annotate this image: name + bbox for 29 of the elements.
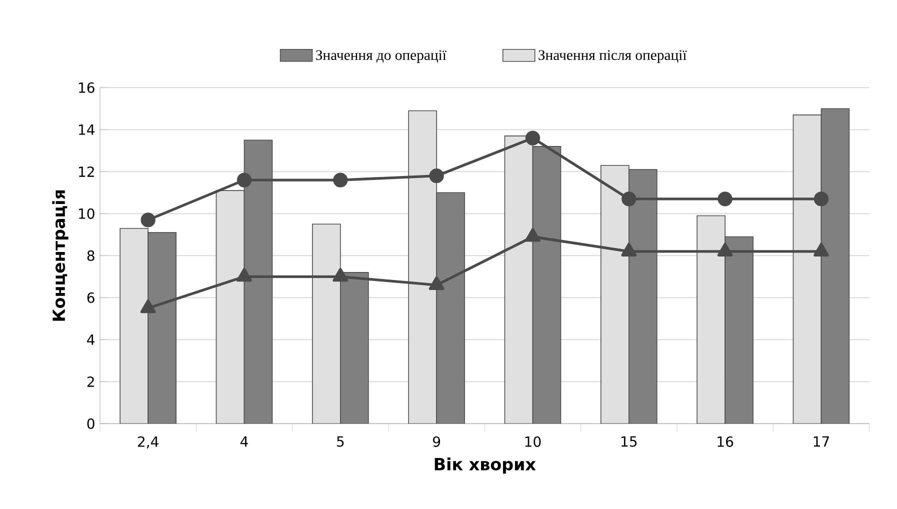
x-tick-label: 17: [814, 436, 829, 447]
x-tick-label: 5: [337, 436, 344, 447]
legend-label: Значення після операції: [538, 50, 687, 64]
x-tick-label: 4: [240, 436, 248, 447]
y-axis-title: Концентрація: [52, 190, 68, 321]
y-tick-label: 14: [79, 124, 94, 135]
bar: [244, 140, 273, 424]
y-tick-label: 6: [87, 292, 94, 303]
y-tick-label: 0: [87, 418, 94, 429]
bar: [436, 192, 465, 424]
bar: [724, 236, 754, 424]
legend-label: Значення до операції: [316, 50, 446, 64]
bar: [532, 146, 562, 424]
y-tick-label: 12: [79, 166, 94, 177]
bar: [340, 272, 369, 424]
x-tick-label: 10: [525, 436, 541, 447]
y-tick-label: 10: [79, 208, 94, 219]
y-tick-label: 16: [79, 82, 94, 93]
y-tick-label: 2: [87, 376, 94, 387]
x-tick-label: 2,4: [138, 436, 158, 448]
x-tick-label: 16: [718, 436, 734, 447]
x-tick-label: 9: [433, 436, 440, 447]
bar: [820, 108, 850, 424]
x-axis-title: Вік хворих: [434, 458, 536, 474]
bar: [628, 169, 658, 424]
y-tick-label: 8: [87, 250, 94, 261]
bar: [148, 232, 176, 424]
x-tick-label: 15: [622, 436, 637, 447]
y-tick-label: 4: [87, 334, 94, 345]
